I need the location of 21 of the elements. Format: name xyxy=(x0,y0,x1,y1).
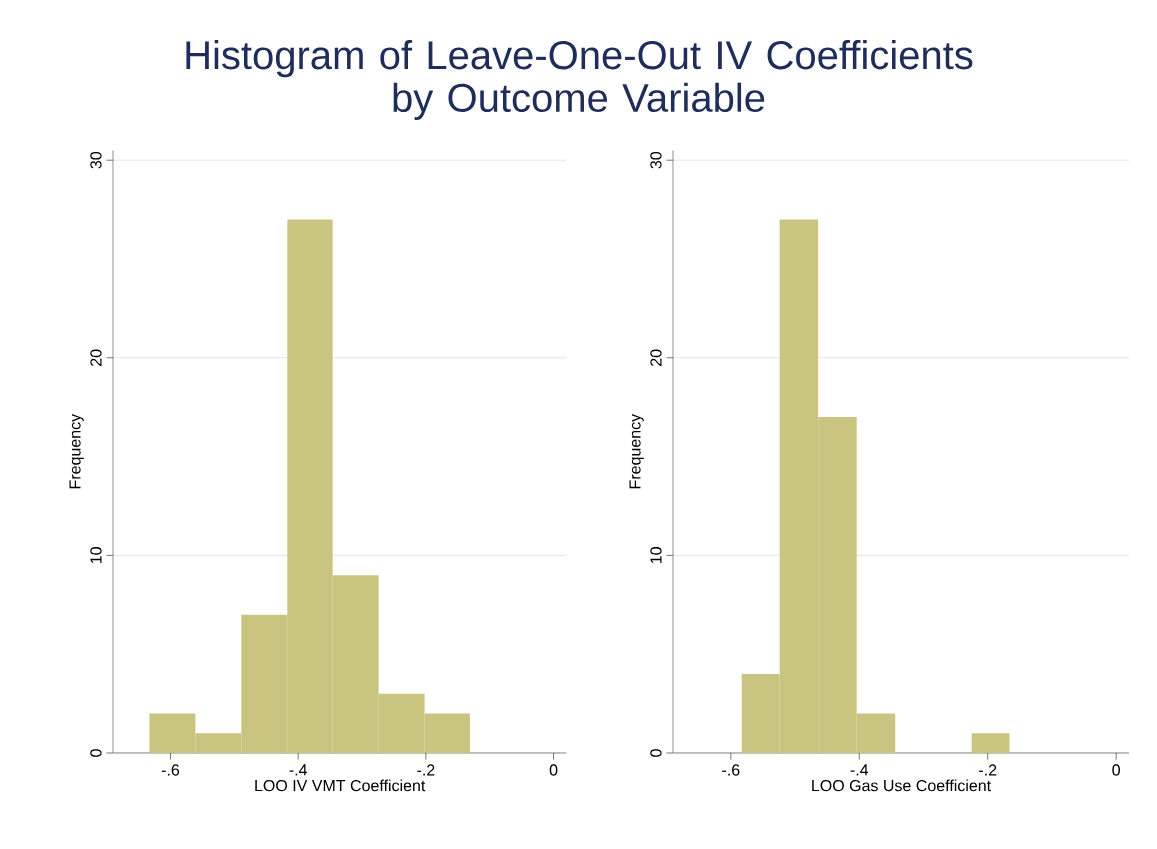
x-tick-label: 0 xyxy=(549,764,558,776)
x-tick-label: -.6 xyxy=(722,764,740,776)
y-tick-label: 20 xyxy=(650,349,662,366)
x-tick-label: 0 xyxy=(1112,764,1120,776)
x-axis-title: LOO Gas Use Coefficient xyxy=(812,779,991,792)
x-tick-label: -.4 xyxy=(850,764,869,776)
x-tick-label: -.4 xyxy=(289,764,308,776)
x-tick-label: -.2 xyxy=(417,764,435,776)
y-tick-label: 30 xyxy=(90,151,102,169)
x-tick-label: -.2 xyxy=(979,764,997,776)
y-tick-label: 0 xyxy=(650,749,662,757)
x-axis-title: LOO IV VMT Coefficient xyxy=(255,779,426,792)
y-tick-label: 10 xyxy=(90,547,102,564)
y-axis-title: Frequency xyxy=(629,413,644,489)
y-tick-label: 30 xyxy=(650,151,662,169)
x-tick-label: -.6 xyxy=(161,764,180,776)
y-tick-label: 0 xyxy=(90,749,102,757)
y-axis-title: Frequency xyxy=(69,413,84,489)
y-tick-label: 10 xyxy=(650,547,662,564)
chart-title: Histogram of Leave-One-Out IV Coefficients by Outcome Variable xyxy=(186,40,973,120)
y-tick-label: 20 xyxy=(90,349,102,366)
